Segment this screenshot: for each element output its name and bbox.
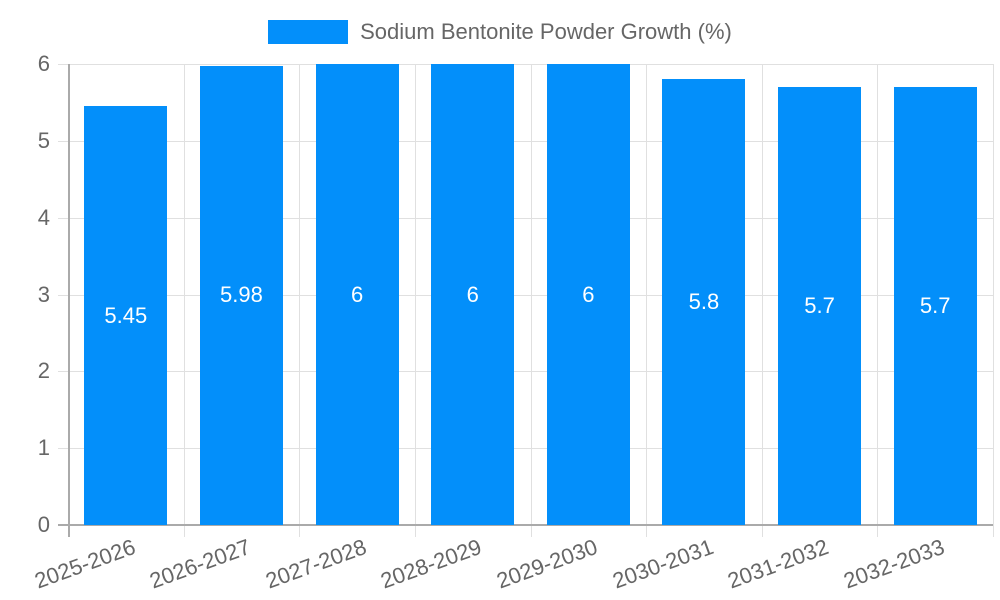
legend-swatch[interactable]	[268, 20, 349, 44]
gridline-vertical	[761, 64, 763, 537]
bar-value-label: 5.7	[919, 293, 951, 319]
bar-value-label: 6	[582, 281, 595, 307]
gridline-vertical	[530, 64, 532, 537]
y-tick-label: 0	[37, 512, 50, 537]
x-tick-label: 2025-2026	[30, 534, 139, 594]
y-tick-label: 6	[37, 51, 50, 76]
x-axis-line	[58, 524, 993, 526]
bar[interactable]: 5.7	[778, 87, 862, 525]
chart-legend: Sodium Bentonite Powder Growth (%)	[0, 18, 1000, 46]
y-tick-label: 1	[37, 435, 50, 461]
bar[interactable]: 6	[431, 64, 515, 525]
bar-value-label: 5.45	[104, 302, 148, 328]
x-tick-label: 2031-2032	[724, 534, 833, 594]
gridline-vertical	[414, 64, 416, 537]
x-tick-label: 2027-2028	[262, 534, 370, 594]
bar[interactable]: 6	[546, 64, 630, 525]
bar[interactable]: 5.7	[893, 87, 977, 525]
bar[interactable]: 6	[315, 64, 399, 525]
x-tick-label: 2032-2033	[840, 534, 948, 594]
x-tick-label: 2030-2031	[609, 534, 717, 594]
x-tick-label: 2026-2027	[146, 534, 254, 594]
gridline-horizontal	[58, 294, 993, 296]
gridline-horizontal	[58, 64, 993, 65]
y-tick-label: 3	[37, 281, 50, 307]
gridline-vertical	[646, 64, 648, 537]
bar[interactable]: 5.98	[199, 65, 283, 525]
y-tick-label: 5	[37, 127, 50, 153]
y-tick-label: 2	[37, 358, 50, 384]
bar-value-label: 5.98	[220, 282, 263, 308]
gridline-vertical	[993, 64, 994, 537]
y-tick-label: 4	[37, 204, 50, 230]
legend-label: Sodium Bentonite Powder Growth (%)	[360, 19, 732, 44]
plot-area: 0 1 2 3 4 5 6 5.45 5.98 6 6 6 5.8 5.7 5.7 2025-2026 2026…	[31, 51, 994, 593]
bar-value-label: 6	[350, 281, 364, 307]
gridline-horizontal	[58, 448, 993, 450]
bar[interactable]: 5.8	[662, 79, 746, 525]
gridline-horizontal	[58, 371, 993, 373]
bar-value-label: 5.7	[804, 293, 835, 319]
gridline-vertical	[183, 64, 185, 537]
y-axis-line	[68, 64, 70, 537]
x-tick-label: 2029-2030	[493, 534, 601, 594]
gridline-horizontal	[58, 217, 993, 219]
gridline-vertical	[299, 64, 301, 537]
bar[interactable]: 5.45	[84, 106, 168, 525]
x-tick-label: 2028-2029	[377, 534, 486, 594]
bar-value-label: 5.8	[688, 289, 720, 315]
gridline-horizontal	[58, 140, 993, 142]
bar-value-label: 6	[466, 281, 479, 307]
gridline-vertical	[877, 64, 879, 537]
